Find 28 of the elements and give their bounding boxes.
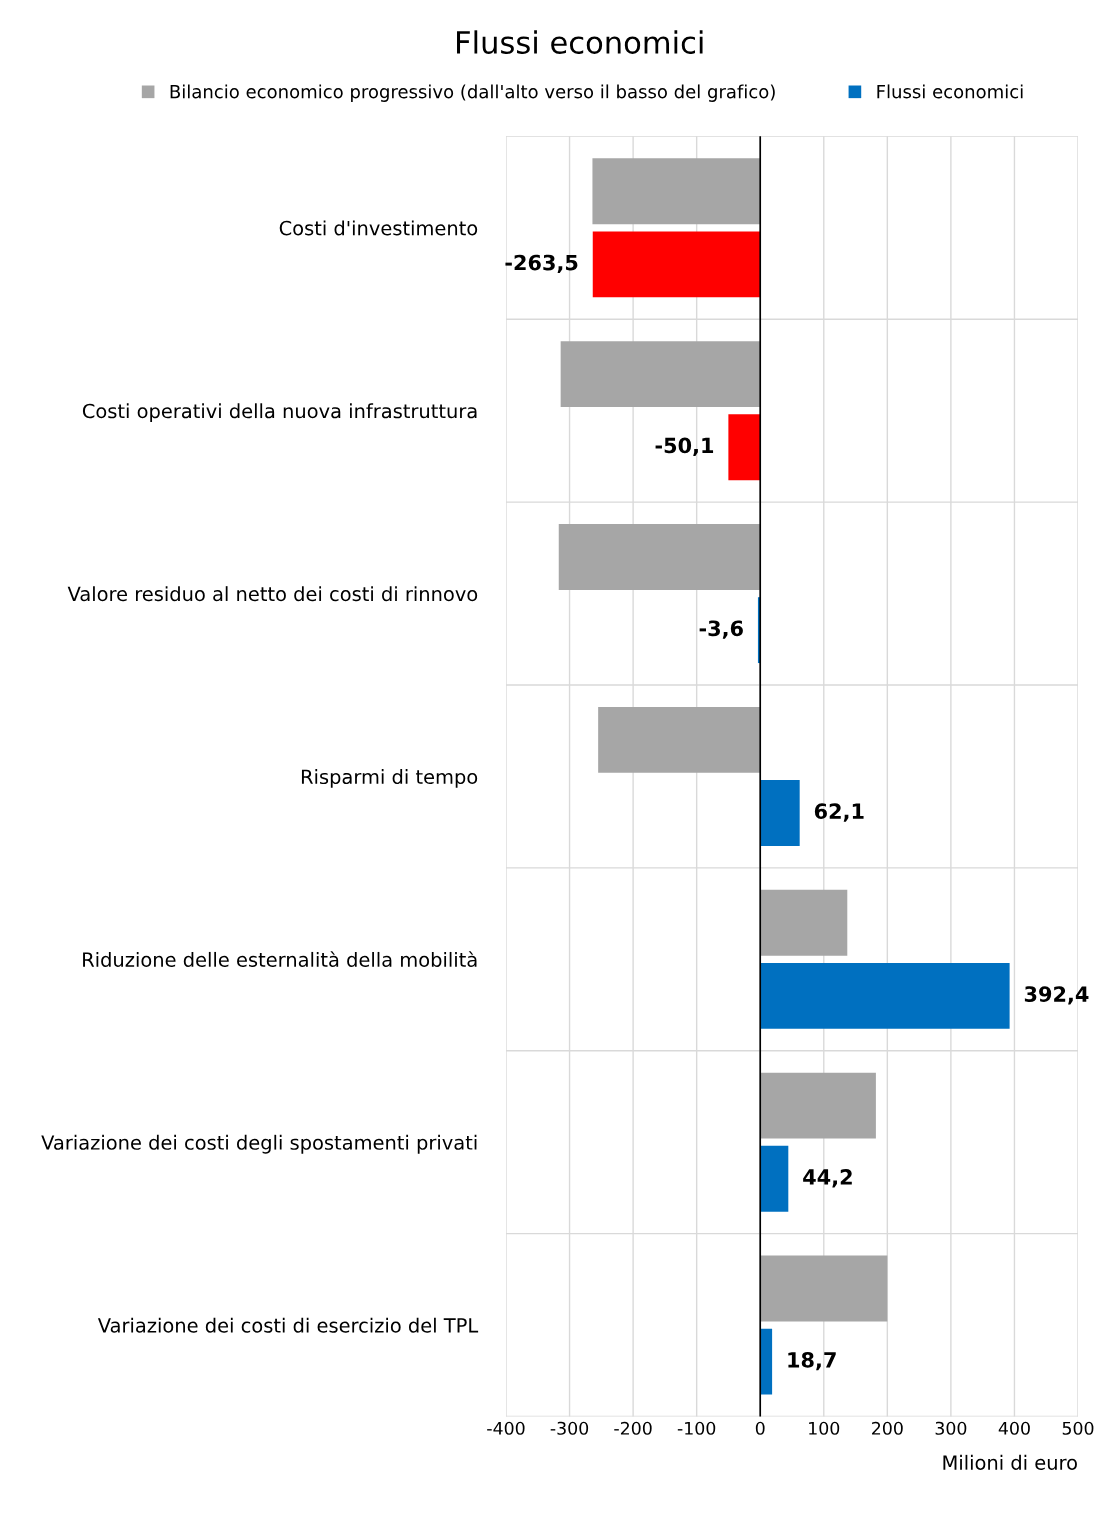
y-tick-label: Costi d'investimento bbox=[279, 220, 478, 236]
y-tick-label: Riduzione delle esternalità della mobilità bbox=[83, 951, 477, 967]
y-tick-label: Variazione dei costi di esercizio del TPL bbox=[97, 1317, 479, 1333]
data-label: 44,2 bbox=[803, 1169, 852, 1188]
x-tick-label: 100 bbox=[809, 1421, 840, 1435]
x-tick-label: -400 bbox=[487, 1421, 525, 1435]
legend-label: Flussi economici bbox=[877, 84, 1023, 99]
y-tick-label: Variazione dei costi degli spostamenti privati bbox=[41, 1134, 477, 1154]
x-tick-label: -100 bbox=[677, 1421, 716, 1435]
data-label: -50,1 bbox=[655, 437, 714, 456]
x-tick-label: -300 bbox=[550, 1421, 589, 1435]
data-label: 18,7 bbox=[788, 1351, 836, 1371]
x-tick-label: 200 bbox=[872, 1421, 903, 1435]
data-label: -3,6 bbox=[699, 620, 743, 639]
data-label: 62,1 bbox=[814, 803, 864, 822]
y-tick-label: Valore residuo al netto dei costi di rinnovo bbox=[67, 586, 478, 602]
x-tick-label: 300 bbox=[935, 1421, 967, 1435]
x-tick-label: 0 bbox=[755, 1421, 765, 1435]
x-tick-label: 400 bbox=[998, 1421, 1030, 1435]
x-axis-title: Milioni di euro bbox=[943, 1454, 1077, 1470]
data-label: -263,5 bbox=[505, 254, 578, 274]
chart-title: Flussi economici bbox=[457, 30, 703, 54]
y-tick-label: Risparmi di tempo bbox=[301, 769, 478, 788]
x-tick-label: -200 bbox=[614, 1421, 652, 1435]
x-tick-label: 500 bbox=[1062, 1421, 1094, 1435]
data-label: 392,4 bbox=[1024, 986, 1089, 1005]
legend-label: Bilancio economico progressivo (dall'alto verso il basso del grafico) bbox=[170, 84, 775, 102]
y-tick-label: Costi operativi della nuova infrastruttura bbox=[82, 403, 477, 423]
